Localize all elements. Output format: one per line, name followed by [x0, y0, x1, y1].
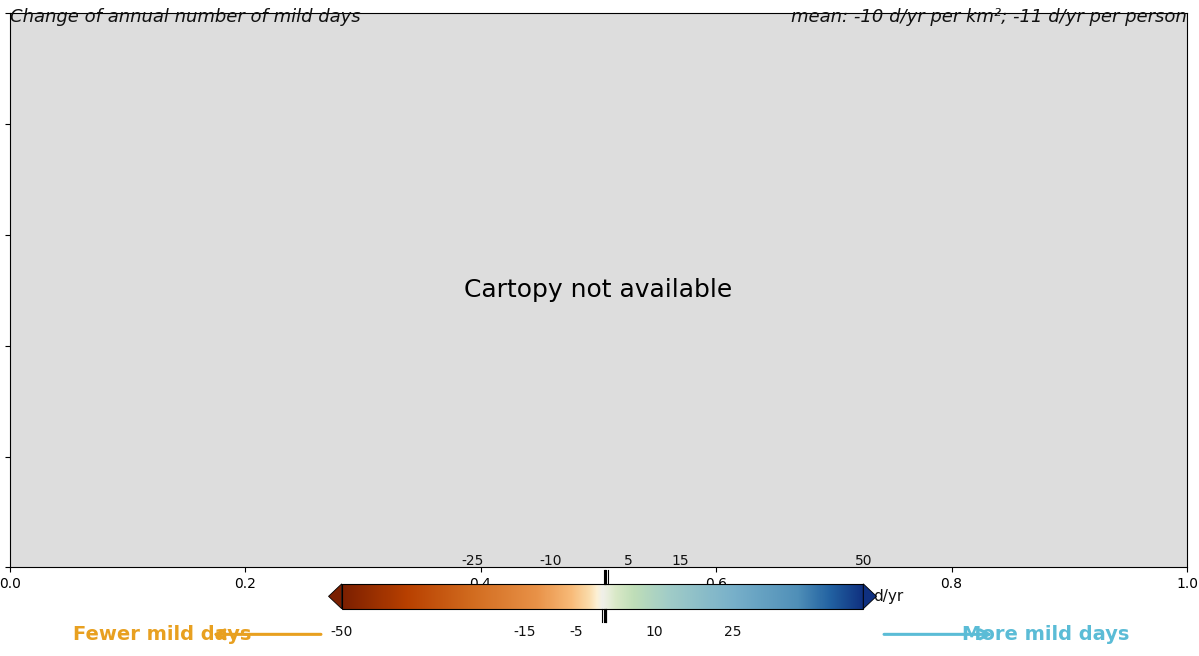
- Text: More mild days: More mild days: [962, 625, 1129, 644]
- Text: 5: 5: [625, 554, 633, 567]
- Text: Cartopy not available: Cartopy not available: [464, 278, 733, 302]
- Text: -15: -15: [513, 625, 536, 639]
- Text: 25: 25: [724, 625, 742, 639]
- Text: Fewer mild days: Fewer mild days: [73, 625, 251, 644]
- Text: 10: 10: [646, 625, 663, 639]
- Text: 15: 15: [671, 554, 689, 567]
- Text: -5: -5: [570, 625, 583, 639]
- Text: -25: -25: [460, 554, 483, 567]
- Text: Change of annual number of mild days: Change of annual number of mild days: [10, 8, 360, 26]
- Text: -50: -50: [331, 625, 353, 639]
- Text: mean: -10 d/yr per km²; -11 d/yr per person: mean: -10 d/yr per km²; -11 d/yr per per…: [791, 8, 1187, 26]
- Text: 50: 50: [855, 554, 872, 567]
- Text: d/yr: d/yr: [873, 589, 903, 604]
- Text: -10: -10: [540, 554, 561, 567]
